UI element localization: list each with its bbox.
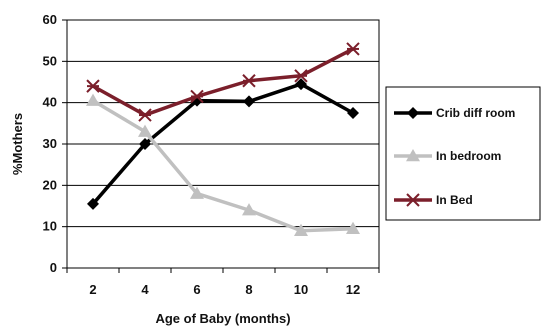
series-line-crib-diff-room (91, 82, 354, 206)
legend-label-in-bed: In Bed (436, 193, 473, 207)
data-point-in-bed (190, 89, 204, 104)
data-point-crib-diff-room (243, 95, 255, 108)
legend-label-crib-diff-room: Crib diff room (436, 106, 515, 120)
y-tick-label: 50 (43, 53, 57, 68)
data-series (86, 42, 360, 237)
data-point-in-bed (86, 79, 100, 93)
data-point-crib-diff-room (295, 78, 307, 91)
data-point-in-bed (138, 108, 152, 122)
data-point-in-bed (242, 74, 256, 88)
series-line-in-bed (92, 47, 354, 117)
data-point-in-bedroom (190, 186, 204, 199)
data-point-in-bedroom (294, 223, 308, 237)
legend-marker-in-bed (406, 193, 420, 207)
legend-marker-in-bedroom (406, 149, 420, 162)
series-line-in-bedroom (92, 99, 354, 233)
data-point-crib-diff-room (87, 197, 99, 210)
x-tick-label: 8 (245, 282, 252, 297)
x-axis-title: Age of Baby (months) (155, 311, 290, 326)
y-tick-label: 60 (43, 12, 57, 27)
data-point-crib-diff-room (139, 138, 151, 150)
x-tick-label: 2 (89, 282, 96, 297)
data-point-in-bed (346, 42, 360, 56)
y-tick-label: 20 (43, 177, 57, 192)
x-tick-label: 6 (193, 282, 200, 297)
legend-label-in-bedroom: In bedroom (436, 149, 501, 163)
y-tick-label: 40 (43, 95, 57, 110)
x-tick-label: 4 (141, 282, 149, 297)
legend-marker-crib-diff-room (407, 107, 419, 119)
data-point-in-bed (294, 69, 308, 83)
data-point-crib-diff-room (347, 107, 359, 119)
y-axis-title: %Mothers (10, 113, 25, 175)
y-tick-label: 10 (43, 219, 57, 234)
data-point-in-bedroom (138, 124, 152, 137)
y-tick-label: 30 (43, 136, 57, 151)
y-tick-label: 0 (50, 260, 57, 275)
axes: 0 10 20 30 40 50 60 2 4 6 8 10 12 (43, 12, 380, 297)
x-tick-label: 10 (294, 282, 308, 297)
legend: Crib diff room In bedroom In Bed (385, 86, 541, 221)
x-tick-label: 12 (346, 282, 360, 297)
data-point-in-bedroom (86, 93, 100, 106)
data-point-in-bedroom (242, 203, 256, 216)
data-point-in-bedroom (346, 221, 360, 234)
